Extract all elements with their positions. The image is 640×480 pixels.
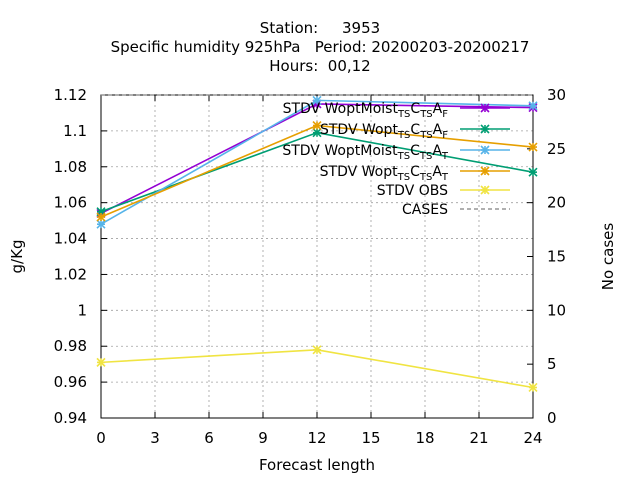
data-point <box>312 95 322 105</box>
x-tick-label: 6 <box>204 429 214 447</box>
series-5 <box>96 345 538 393</box>
y-tick-label: 1 <box>77 301 87 319</box>
legend-sub: TS <box>419 109 432 120</box>
legend-sub: T <box>441 151 449 162</box>
x-tick-label: 9 <box>258 429 268 447</box>
x-tick-label: 24 <box>523 429 542 447</box>
series-3 <box>96 95 538 229</box>
data-point <box>96 219 106 229</box>
legend-label: STDV WoptMoistTSCTSAT <box>282 143 449 162</box>
data-point <box>312 128 322 138</box>
data-point <box>528 101 538 111</box>
legend-label-part: A <box>432 164 442 180</box>
y2-tick-label: 15 <box>547 248 566 266</box>
legend-sub: F <box>442 109 448 120</box>
axis-labels: 0 3 6 9 12 15 18 21 24 0.94 0.96 0.98 1 1.02 1.04 1.06 1… <box>8 86 617 474</box>
legend-sub: TS <box>397 172 410 183</box>
series-4 <box>96 120 538 222</box>
legend-sub: TS <box>397 151 410 162</box>
legend-label-cases: CASES <box>402 202 448 218</box>
legend-sub: F <box>442 130 448 141</box>
legend-marker <box>480 185 490 195</box>
legend-marker <box>480 103 490 113</box>
legend-label-main: STDV Wopt <box>320 122 398 138</box>
legend-label-main: STDV WoptMoist <box>283 101 399 117</box>
x-tick-label: 18 <box>415 429 434 447</box>
legend-sub: TS <box>397 130 410 141</box>
y-tick-label: 1.06 <box>54 194 87 212</box>
y2-tick-label: 5 <box>547 355 557 373</box>
y-tick-label: 1.02 <box>54 265 87 283</box>
data-point <box>528 382 538 393</box>
legend-sub: T <box>441 172 449 183</box>
x-tick-label: 15 <box>361 429 380 447</box>
legend-label: STDV OBS <box>377 183 448 199</box>
legend-sub: TS <box>419 151 432 162</box>
legend-label: STDV WoptMoistTSCTSAF <box>283 101 449 120</box>
legend-label-part: A <box>433 122 443 138</box>
legend-marker <box>480 124 490 134</box>
data-point <box>96 357 106 367</box>
legend-label-main: STDV WoptMoist <box>282 143 398 159</box>
legend-label: STDV WoptTSCTSAT <box>320 164 449 183</box>
legend-label-part: C <box>410 164 420 180</box>
legend-label-main: STDV OBS <box>377 183 448 199</box>
data-point <box>312 120 322 131</box>
x-tick-label: 0 <box>96 429 106 447</box>
x-tick-label: 12 <box>307 429 326 447</box>
y2-tick-label: 20 <box>547 194 566 212</box>
x-axis-label: Forecast length <box>259 456 375 474</box>
y2-tick-label: 0 <box>547 409 557 427</box>
chart-title-line-2: Specific humidity 925hPa Period: 2020020… <box>110 38 530 56</box>
legend-marker <box>480 145 490 155</box>
legend-sub: TS <box>419 130 432 141</box>
y2-axis-label: No cases <box>599 223 617 291</box>
y-tick-label: 0.94 <box>54 409 87 427</box>
y-tick-label: 1.1 <box>63 122 87 140</box>
legend-marker <box>480 166 490 176</box>
legend-label-part: A <box>433 101 443 117</box>
axes <box>100 94 534 419</box>
legend-label-part: C <box>410 101 420 117</box>
y-tick-label: 1.04 <box>54 230 87 248</box>
y2-tick-label: 25 <box>547 140 566 158</box>
legend-sub: TS <box>397 109 410 120</box>
y2-tick-label: 10 <box>547 301 566 319</box>
legend-label-main: STDV Wopt <box>320 164 398 180</box>
legend-label: STDV WoptTSCTSAF <box>320 122 448 141</box>
x-tick-label: 21 <box>469 429 488 447</box>
series <box>96 94 538 393</box>
data-point <box>528 167 538 177</box>
y-axis-label: g/Kg <box>8 240 26 274</box>
data-point <box>528 142 538 152</box>
y-tick-label: 0.96 <box>54 373 87 391</box>
data-point <box>96 212 106 222</box>
legend-sub: TS <box>419 172 432 183</box>
chart-title-line-3: Hours: 00,12 <box>269 57 371 75</box>
x-tick-label: 3 <box>150 429 160 447</box>
data-point <box>312 345 322 355</box>
y2-tick-label: 30 <box>547 86 566 104</box>
y-tick-label: 1.12 <box>54 86 87 104</box>
chart-title-line-1: Station: 3953 <box>259 19 381 37</box>
legend-label-part: A <box>432 143 442 159</box>
legend-label-part: C <box>410 143 420 159</box>
y-tick-label: 0.98 <box>54 337 87 355</box>
y-tick-label: 1.08 <box>54 158 87 176</box>
legend-label-part: C <box>410 122 420 138</box>
grid <box>101 95 533 418</box>
